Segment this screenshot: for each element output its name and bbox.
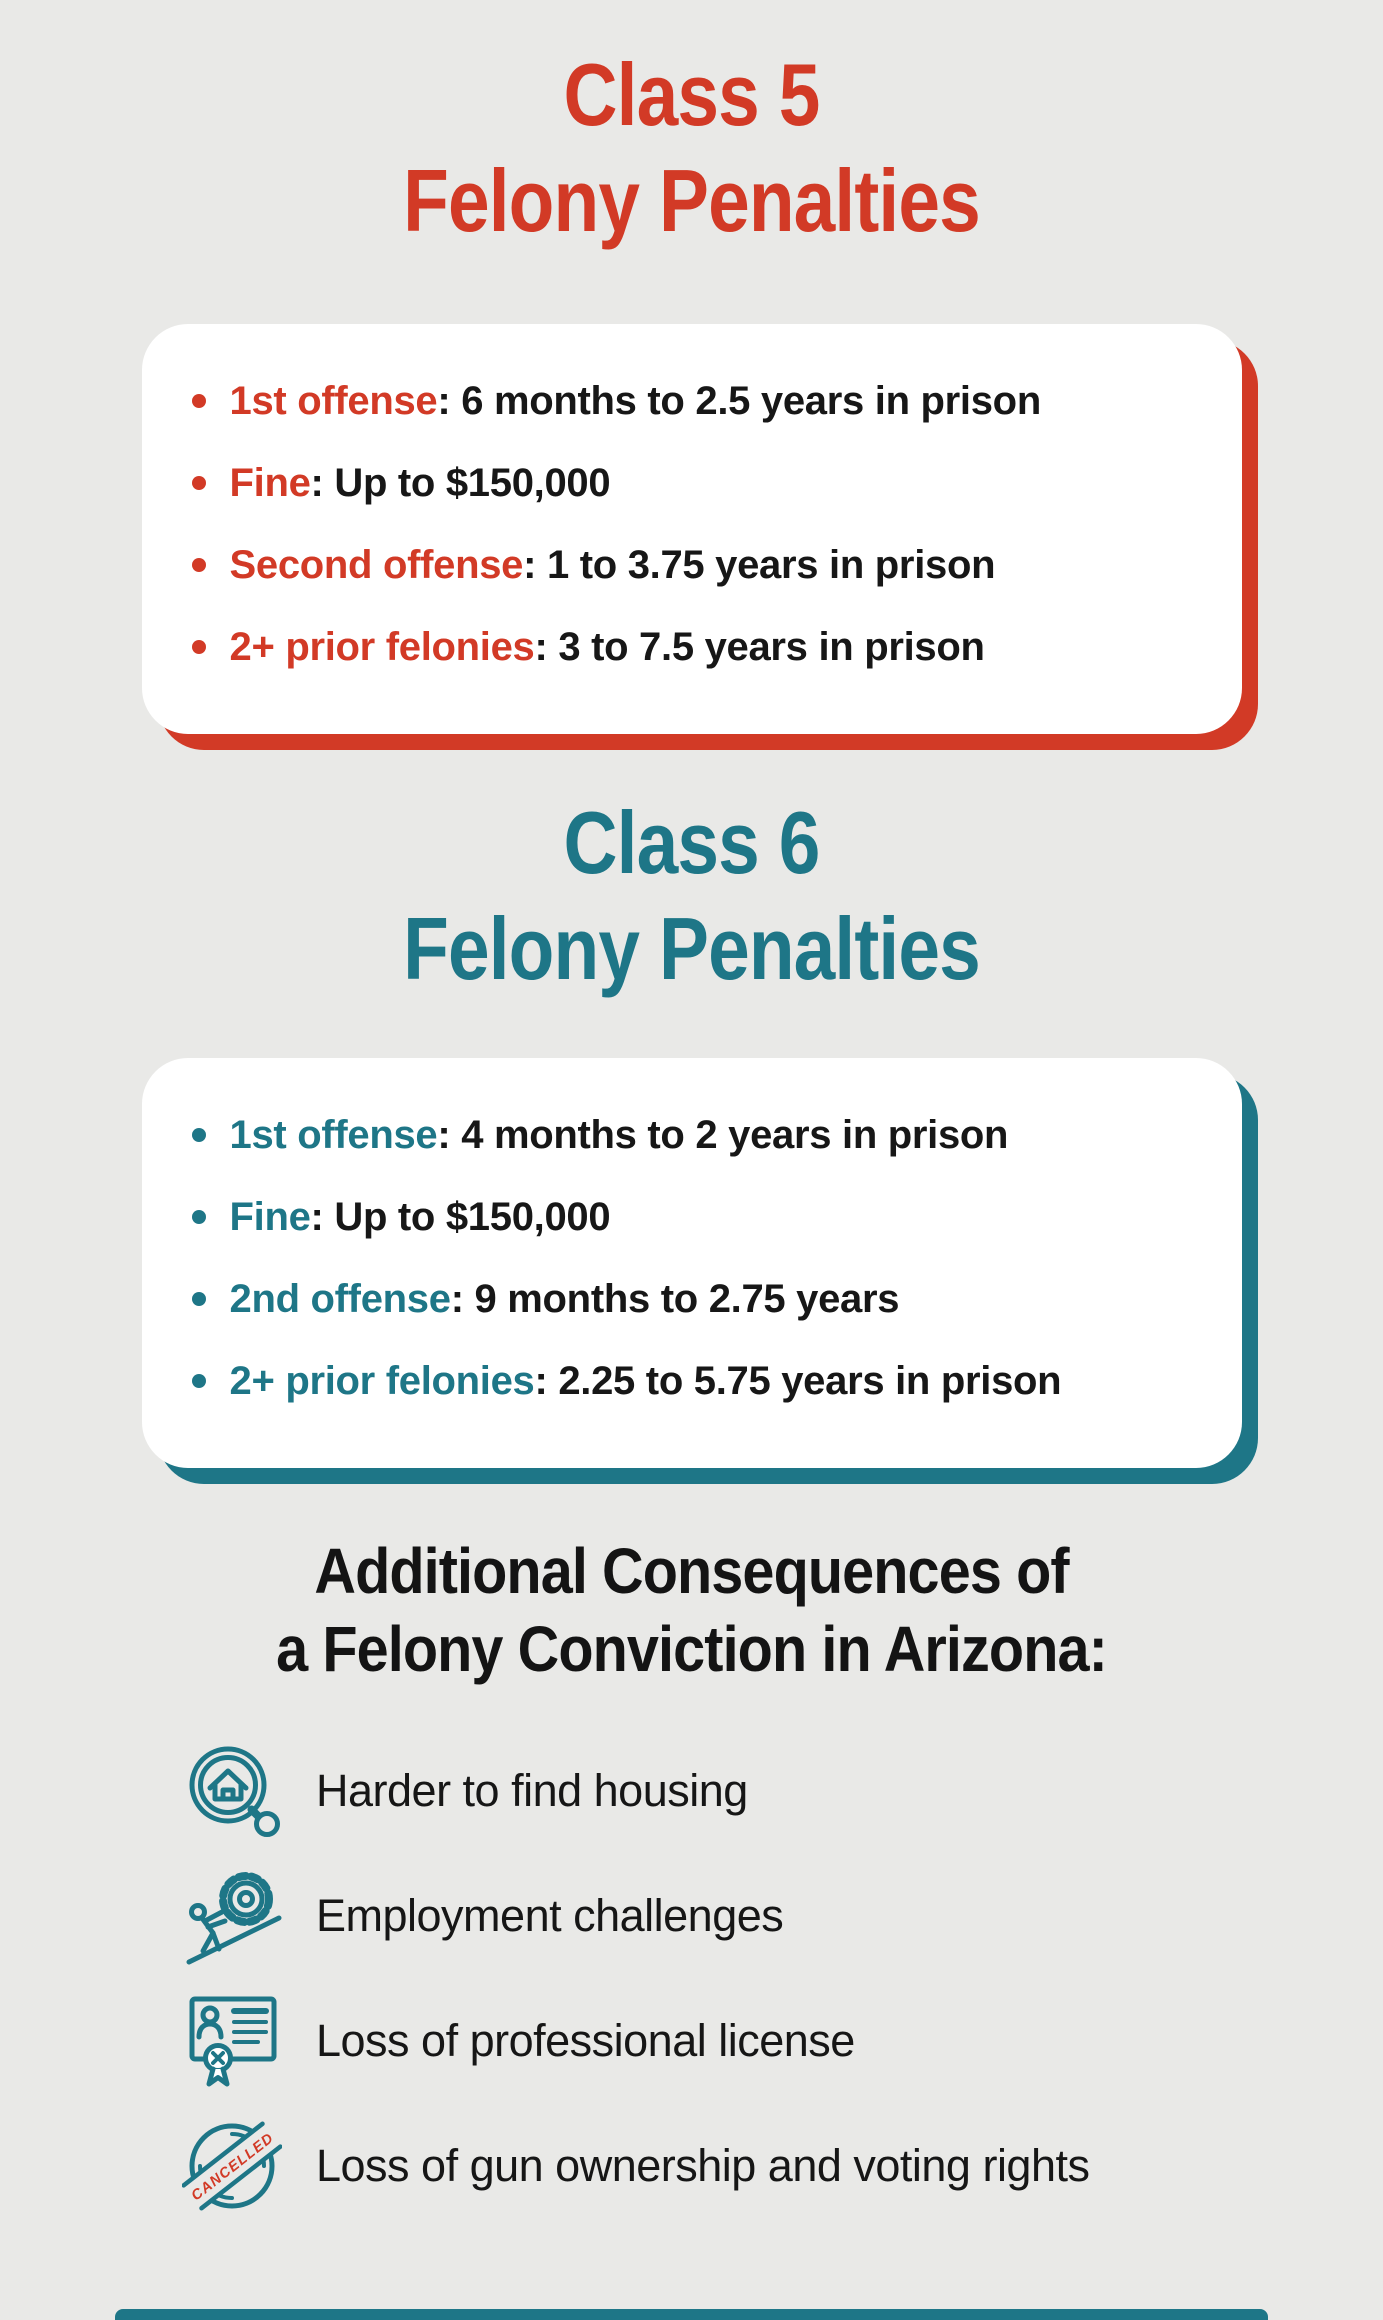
class6-bullet-3: 2nd offense: 9 months to 2.75 years bbox=[191, 1258, 1212, 1340]
bullet-text: : 3 to 7.5 years in prison bbox=[534, 624, 985, 669]
consequences-heading: Additional Consequences of a Felony Conv… bbox=[0, 1532, 1383, 1688]
list-item-cancelled: CANCELLED Loss of gun ownership and voti… bbox=[0, 2115, 1383, 2217]
bullet-text: : Up to $150,000 bbox=[310, 1194, 611, 1239]
list-item-employment: Employment challenges bbox=[0, 1865, 1383, 1967]
bullet-dot bbox=[191, 1210, 206, 1224]
employment-gear-icon bbox=[182, 1866, 282, 1966]
bullet-text: : Up to $150,000 bbox=[310, 460, 611, 505]
consequences-heading-line2: a Felony Conviction in Arizona: bbox=[276, 1613, 1108, 1685]
class5-bullet-3: Second offense: 1 to 3.75 years in priso… bbox=[191, 524, 1212, 606]
bullet-dot bbox=[191, 558, 206, 572]
list-item-housing: Harder to find housing bbox=[0, 1740, 1383, 1842]
bullet-text: : 6 months to 2.5 years in prison bbox=[437, 378, 1041, 423]
list-item-label: Harder to find housing bbox=[316, 1765, 748, 1816]
class5-bullet-4: 2+ prior felonies: 3 to 7.5 years in pri… bbox=[191, 606, 1212, 688]
housing-search-icon bbox=[182, 1741, 282, 1841]
bullet-dot bbox=[191, 394, 206, 408]
bullet-label: Fine bbox=[229, 1194, 311, 1239]
class5-title: Class 5 Felony Penalties bbox=[0, 0, 1383, 254]
bullet-text: : 1 to 3.75 years in prison bbox=[523, 542, 996, 587]
bullet-label: 1st offense bbox=[229, 1112, 438, 1157]
class6-penalties-card: 1st offense: 4 months to 2 years in pris… bbox=[141, 1058, 1242, 1468]
class6-title-line2: Felony Penalties bbox=[403, 899, 981, 998]
class6-title: Class 6 Felony Penalties bbox=[0, 790, 1383, 1002]
consequences-heading-line1: Additional Consequences of bbox=[314, 1535, 1069, 1607]
class6-title-line1: Class 6 bbox=[563, 793, 820, 892]
bullet-text: : 9 months to 2.75 years bbox=[450, 1276, 900, 1321]
class6-bullet-2: Fine: Up to $150,000 bbox=[191, 1176, 1212, 1258]
bullet-dot bbox=[191, 1128, 206, 1142]
class6-bullet-1: 1st offense: 4 months to 2 years in pris… bbox=[191, 1094, 1212, 1176]
class6-bullet-4: 2+ prior felonies: 2.25 to 5.75 years in… bbox=[191, 1340, 1212, 1422]
list-item-label: Employment challenges bbox=[316, 1890, 784, 1941]
bullet-dot bbox=[191, 640, 206, 654]
bullet-label: Second offense bbox=[229, 542, 524, 587]
bullet-dot bbox=[191, 476, 206, 490]
bullet-label: 1st offense bbox=[229, 378, 438, 423]
license-certificate-icon bbox=[182, 1991, 282, 2091]
list-item-label: Loss of professional license bbox=[316, 2015, 855, 2066]
bullet-label: 2+ prior felonies bbox=[229, 1358, 535, 1403]
class5-penalties-card: 1st offense: 6 months to 2.5 years in pr… bbox=[141, 324, 1242, 734]
cancelled-stamp-icon: CANCELLED bbox=[182, 2116, 282, 2216]
bullet-dot bbox=[191, 1292, 206, 1306]
bullet-label: Fine bbox=[229, 460, 311, 505]
bottom-accent-bar bbox=[115, 2309, 1268, 2320]
class5-bullet-1: 1st offense: 6 months to 2.5 years in pr… bbox=[191, 360, 1212, 442]
class5-title-line2: Felony Penalties bbox=[403, 151, 981, 250]
bullet-text: : 2.25 to 5.75 years in prison bbox=[534, 1358, 1062, 1403]
list-item-license: Loss of professional license bbox=[0, 1990, 1383, 2092]
consequences-list: Harder to find housing Employment challe… bbox=[0, 1740, 1383, 2217]
class5-bullet-2: Fine: Up to $150,000 bbox=[191, 442, 1212, 524]
class5-title-line1: Class 5 bbox=[563, 45, 820, 144]
bullet-label: 2+ prior felonies bbox=[229, 624, 535, 669]
bullet-text: : 4 months to 2 years in prison bbox=[437, 1112, 1009, 1157]
list-item-label: Loss of gun ownership and voting rights bbox=[316, 2140, 1090, 2191]
bullet-label: 2nd offense bbox=[229, 1276, 451, 1321]
bullet-dot bbox=[191, 1374, 206, 1388]
